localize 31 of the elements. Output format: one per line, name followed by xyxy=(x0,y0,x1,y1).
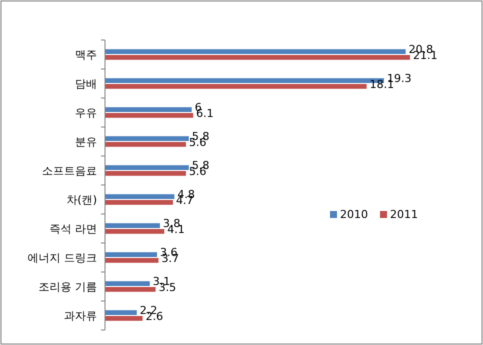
y-tick-label: 소프트음료 xyxy=(42,164,97,178)
bar xyxy=(105,223,160,228)
bar xyxy=(105,84,367,89)
bar xyxy=(105,107,192,112)
bar xyxy=(105,113,194,118)
bar xyxy=(105,49,406,54)
y-tick-label: 과자류 xyxy=(64,310,97,322)
bar xyxy=(105,258,158,263)
bar xyxy=(105,136,189,141)
y-tick-label: 우유 xyxy=(75,106,97,120)
y-tick-label: 에너지 드링크 xyxy=(28,252,97,264)
bar xyxy=(105,229,164,234)
y-tick-label: 즉석 라면 xyxy=(50,222,97,236)
bar xyxy=(105,281,150,286)
y-tick-label: 차(캔) xyxy=(66,194,97,206)
legend-label: 2011 xyxy=(390,208,418,221)
bar xyxy=(105,142,186,147)
y-tick-label: 조리용 기름 xyxy=(38,280,97,294)
y-tick-label: 담배 xyxy=(75,78,97,90)
bar xyxy=(105,316,143,321)
bar xyxy=(105,200,173,205)
bar xyxy=(105,252,158,257)
bar xyxy=(105,287,156,292)
y-tick-label: 분유 xyxy=(75,136,97,148)
legend-label: 2010 xyxy=(340,208,368,221)
bar xyxy=(105,171,186,176)
bar xyxy=(105,55,410,60)
bar xyxy=(105,194,174,199)
y-tick-label: 맥주 xyxy=(75,48,97,62)
bar xyxy=(105,165,189,170)
bar xyxy=(105,310,137,315)
